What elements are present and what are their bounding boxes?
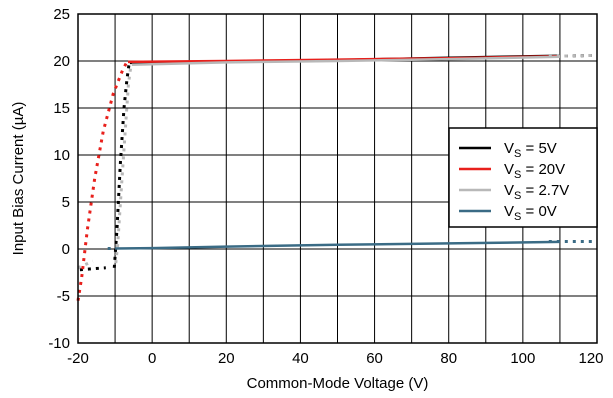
x-tick-label: 80 xyxy=(440,350,457,367)
y-tick-labels: -10 -5 0 5 10 15 20 25 xyxy=(48,6,70,352)
y-tick-label: 0 xyxy=(62,241,70,258)
y-tick-label: 5 xyxy=(62,194,70,211)
y-tick-label: 25 xyxy=(53,6,70,23)
y-axis-title: Input Bias Current (µA) xyxy=(10,102,27,256)
x-tick-label: -20 xyxy=(67,350,89,367)
series-dotted-segment xyxy=(77,259,94,270)
legend-entry: VS = 2.7V xyxy=(504,182,569,202)
x-axis-title: Common-Mode Voltage (V) xyxy=(247,375,429,392)
series-line xyxy=(131,55,560,67)
x-tick-label: 40 xyxy=(292,350,309,367)
x-tick-labels: -20 0 20 40 60 80 100 120 xyxy=(67,350,603,367)
series-line xyxy=(115,240,560,250)
x-tick-label: 120 xyxy=(578,350,603,367)
legend-entry: VS = 20V xyxy=(504,161,565,181)
series-layer xyxy=(76,53,598,301)
y-tick-label: 20 xyxy=(53,53,70,70)
y-tick-label: 15 xyxy=(53,100,70,117)
legend-entry: VS = 0V xyxy=(504,203,557,223)
y-tick-label: 10 xyxy=(53,147,70,164)
x-tick-label: 0 xyxy=(148,350,156,367)
y-tick-label: -10 xyxy=(48,335,70,352)
series-dotted-segment xyxy=(76,61,129,301)
series-dotted-segment xyxy=(548,53,598,58)
x-tick-label: 20 xyxy=(218,350,235,367)
series-2 xyxy=(77,53,598,270)
x-tick-label: 100 xyxy=(510,350,535,367)
legend-entry: VS = 5V xyxy=(504,140,557,160)
series-3 xyxy=(107,240,597,250)
y-tick-label: -5 xyxy=(57,288,70,305)
x-tick-label: 60 xyxy=(366,350,383,367)
